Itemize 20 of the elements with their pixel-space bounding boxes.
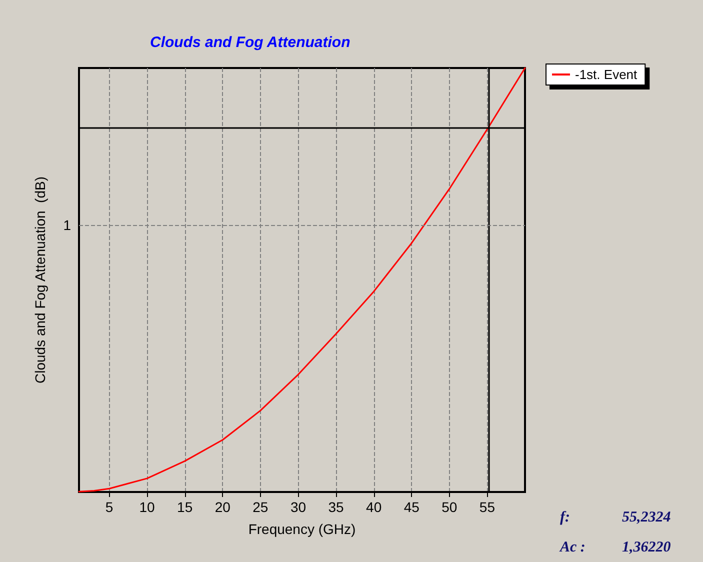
y-axis-title: Clouds and Fog Attenuation (dB) [32,176,48,384]
text: 55,2324 [622,510,672,526]
x-tick-label: 40 [366,499,382,515]
x-tick-label: 5 [105,499,114,515]
x-tick-label: 20 [214,499,231,515]
x-tick-label: 15 [177,499,193,515]
x-tick-label: 10 [139,499,156,515]
x-axis-title: Frequency (GHz) [248,521,356,537]
chart-title: Clouds and Fog Attenuation [150,34,350,51]
legend-label: -1st. Event [575,67,638,82]
text: f: [560,510,570,526]
x-tick-label: 35 [328,499,344,515]
text: 1,36220 [622,540,672,556]
x-tick-label: 50 [442,499,458,515]
x-tick-label: 45 [404,499,420,515]
text: Ac : [559,540,586,556]
x-tick-label: 25 [252,499,268,515]
ref-line-label: 1 [63,216,72,233]
x-tick-label: 55 [479,499,496,515]
x-tick-label: 30 [290,499,306,515]
